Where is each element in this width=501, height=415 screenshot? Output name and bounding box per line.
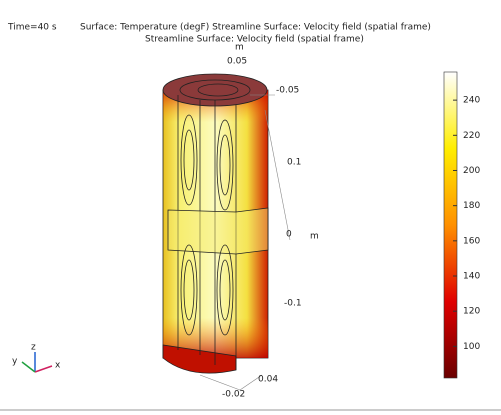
colorbar-tick-label: 140 [463,272,480,282]
axis-label: -0.1 [284,299,302,309]
triad-x: x [55,361,61,371]
triad [21,352,53,373]
axis-label: 0.1 [287,158,301,168]
axis-label: 0.04 [258,375,278,385]
time-label: Time=40 s [7,23,57,33]
triad-z: z [31,343,36,353]
title: Surface: Temperature (degF) Streamline S… [80,23,431,33]
axis-unit: m [235,43,244,53]
model [162,73,269,374]
subtitle: Streamline Surface: Velocity field (spat… [145,35,364,45]
axis-frame [199,94,291,391]
colorbar-tick-label: 220 [463,131,480,141]
axis-unit: m [310,232,319,242]
axis-label: -0.05 [276,86,299,96]
colorbar-tick-label: 100 [463,342,480,352]
axis-label: 0.05 [227,57,247,67]
colorbar-tick-label: 200 [463,166,480,176]
colorbar [443,71,458,379]
triad-y: y [12,357,18,367]
colorbar-tick-label: 240 [463,96,480,106]
axis-label: -0.02 [222,390,245,400]
colorbar-tick-label: 120 [463,307,480,317]
colorbar-tick-label: 160 [463,236,480,246]
colorbar-tick-label: 180 [463,201,480,211]
axis-label: 0 [286,230,292,240]
